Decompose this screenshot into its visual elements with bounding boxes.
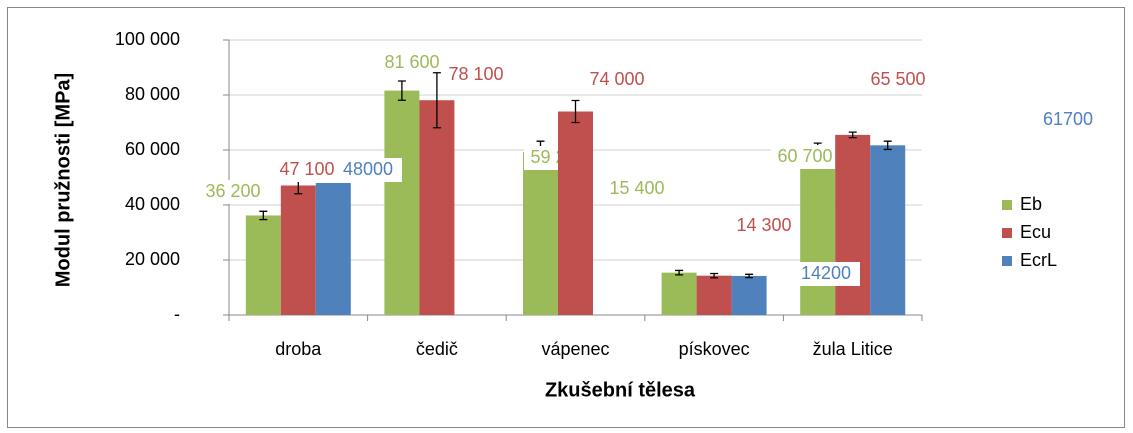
bar bbox=[696, 275, 732, 315]
legend-label: Eb bbox=[1020, 194, 1042, 214]
label-bg bbox=[334, 158, 402, 182]
label-bg bbox=[771, 145, 839, 169]
legend-label: Ecu bbox=[1020, 222, 1051, 242]
error-bar bbox=[848, 131, 857, 139]
x-tick-label: droba bbox=[275, 339, 322, 359]
bar bbox=[315, 183, 351, 315]
label-bg bbox=[199, 180, 267, 204]
error-bar bbox=[675, 269, 684, 276]
legend-swatch bbox=[1002, 200, 1012, 210]
x-tick-label: pískovec bbox=[679, 339, 750, 359]
legend-swatch bbox=[1002, 228, 1012, 238]
y-tick-label: - bbox=[174, 304, 180, 324]
error-bar bbox=[571, 99, 580, 124]
label-bg bbox=[864, 68, 932, 92]
bar bbox=[245, 215, 281, 315]
legend-label: EcrL bbox=[1020, 250, 1057, 270]
bar bbox=[731, 275, 767, 315]
bar bbox=[661, 272, 697, 315]
bar bbox=[558, 111, 593, 315]
bar bbox=[419, 100, 455, 315]
data-label: 60 700 bbox=[777, 146, 832, 166]
data-label: 14 300 bbox=[736, 215, 791, 235]
data-label: 47 100 bbox=[279, 159, 334, 179]
x-tick-label: vápenec bbox=[541, 339, 609, 359]
bar bbox=[870, 145, 906, 315]
legend-swatch bbox=[1002, 256, 1012, 266]
label-bg bbox=[442, 63, 510, 87]
x-axis-title: Zkušební tělesa bbox=[545, 379, 696, 401]
bar bbox=[523, 152, 558, 315]
label-bg bbox=[792, 262, 860, 286]
y-tick-label: 40 000 bbox=[125, 194, 180, 214]
data-label: 36 200 bbox=[205, 181, 260, 201]
data-label: 81 600 bbox=[384, 52, 439, 72]
label-bg bbox=[603, 177, 671, 201]
bar bbox=[384, 90, 420, 315]
data-label: 74 000 bbox=[589, 69, 644, 89]
data-label: 65 500 bbox=[870, 69, 925, 89]
error-bar bbox=[710, 272, 719, 279]
bar bbox=[800, 148, 836, 315]
error-bar bbox=[397, 80, 406, 101]
x-tick-label: čedič bbox=[416, 339, 458, 359]
data-label: 61700 bbox=[1043, 109, 1093, 129]
data-label: 48000 bbox=[343, 159, 393, 179]
error-bar bbox=[432, 72, 441, 129]
label-bg bbox=[730, 214, 798, 238]
label-bg bbox=[583, 68, 651, 92]
x-tick-label: žula Litice bbox=[813, 339, 893, 359]
bar bbox=[280, 185, 316, 315]
y-tick-label: 60 000 bbox=[125, 139, 180, 159]
data-label: 78 100 bbox=[448, 64, 503, 84]
bar bbox=[835, 134, 871, 315]
data-label: 15 400 bbox=[609, 178, 664, 198]
label-bg bbox=[273, 158, 341, 182]
y-tick-label: 80 000 bbox=[125, 84, 180, 104]
label-bg bbox=[378, 51, 446, 75]
error-bar bbox=[745, 273, 754, 279]
y-axis-title: Modul pružnosti [MPa] bbox=[52, 73, 74, 287]
y-tick-label: 20 000 bbox=[125, 249, 180, 269]
error-bar bbox=[883, 140, 892, 151]
data-label: 14200 bbox=[801, 263, 851, 283]
error-bar bbox=[259, 210, 268, 221]
y-tick-label: 100 000 bbox=[115, 29, 180, 49]
label-bg bbox=[1034, 108, 1102, 132]
